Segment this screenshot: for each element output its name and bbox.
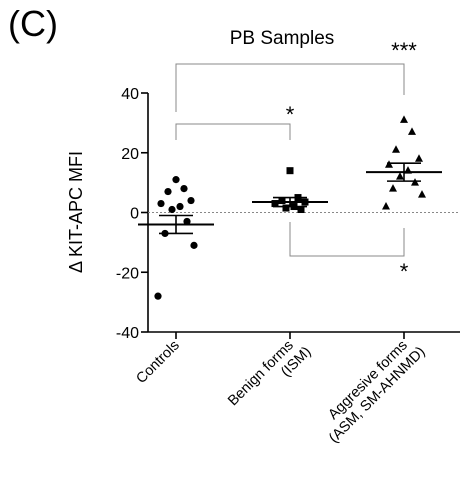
data-point: [164, 187, 172, 196]
data-point: [190, 241, 198, 249]
data-point: [389, 184, 397, 192]
data-point: [157, 199, 165, 208]
data-point: [180, 185, 188, 193]
data-point: [168, 205, 176, 214]
y-axis-label: Δ KIT-APC MFI: [66, 151, 86, 273]
data-point: [396, 172, 404, 180]
y-tick-label: -40: [116, 325, 139, 342]
data-point: [382, 202, 390, 210]
mean-sem-bars: [138, 162, 442, 235]
data-points: [154, 115, 426, 300]
y-tick-label: 40: [121, 86, 139, 103]
data-point: [154, 292, 162, 300]
chart-title: PB Samples: [230, 28, 335, 49]
x-tick-labels: Controls Benign forms(ISM) Aggresive forms…: [133, 332, 428, 447]
y-tick-label: 20: [121, 146, 139, 163]
y-tick-label: 0: [130, 206, 139, 223]
significance-label: ***: [391, 38, 417, 63]
data-point: [400, 115, 408, 123]
data-point: [297, 206, 305, 214]
data-point: [418, 190, 426, 198]
x-tick-label-line: Controls: [133, 338, 182, 387]
y-tick-label: -20: [116, 265, 139, 282]
bracket-controls-vs-aggressive: [175, 63, 405, 112]
x-tick-label: Benign forms(ISM): [225, 332, 314, 421]
data-point: [415, 154, 423, 162]
significance-label: *: [400, 259, 409, 284]
x-tick-label: Controls: [133, 338, 182, 387]
data-point: [187, 196, 195, 205]
data-point: [392, 145, 400, 153]
data-point: [282, 204, 290, 212]
data-point: [172, 176, 180, 184]
data-point: [278, 197, 286, 205]
data-point: [286, 167, 294, 175]
data-point: [271, 200, 279, 208]
data-point: [183, 217, 191, 226]
bracket-controls-vs-benign: [175, 123, 291, 140]
data-point: [408, 127, 416, 135]
bracket-benign-vs-aggressive: [289, 222, 405, 257]
data-point: [176, 202, 184, 211]
x-tick-label: Aggresive forms(ASM, SM-AHNMD): [314, 332, 428, 446]
significance-brackets: *****: [175, 38, 417, 284]
panel-label: (C): [8, 3, 58, 44]
axes: -40 -20 0 20 40: [116, 86, 460, 342]
significance-label: *: [286, 102, 295, 127]
